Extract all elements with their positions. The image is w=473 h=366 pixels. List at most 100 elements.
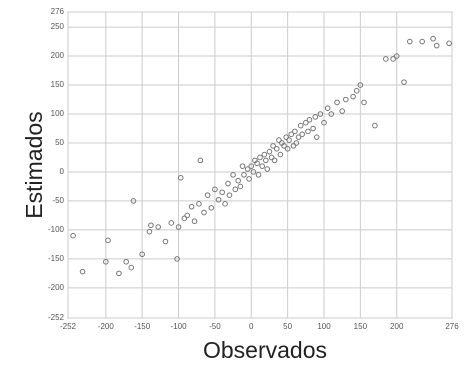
y-tick-label: -150 xyxy=(48,254,65,263)
point xyxy=(290,143,297,149)
point xyxy=(343,96,349,103)
point xyxy=(188,203,195,210)
point xyxy=(321,119,327,126)
point xyxy=(116,270,122,277)
point xyxy=(155,224,161,230)
point xyxy=(244,166,251,172)
point xyxy=(261,151,268,158)
point xyxy=(70,232,76,239)
point xyxy=(248,163,255,169)
point xyxy=(383,56,389,62)
point xyxy=(266,148,273,155)
point xyxy=(313,134,320,140)
point xyxy=(324,105,331,112)
x-tick-label: -252 xyxy=(60,322,77,331)
point xyxy=(128,264,135,271)
x-tick-label: 276 xyxy=(445,322,459,331)
point xyxy=(357,82,364,88)
x-tick-label: -50 xyxy=(209,322,221,331)
y-tick-label: -200 xyxy=(48,283,65,292)
y-tick-label: 150 xyxy=(51,80,65,89)
point xyxy=(292,128,298,135)
point xyxy=(105,237,111,244)
point xyxy=(146,228,153,235)
point xyxy=(259,163,265,169)
point xyxy=(168,220,175,226)
point xyxy=(310,125,316,132)
point xyxy=(390,56,396,62)
point xyxy=(288,131,295,138)
point xyxy=(139,251,145,258)
point xyxy=(237,183,244,190)
point xyxy=(226,192,233,198)
point xyxy=(283,134,289,140)
point xyxy=(299,131,305,138)
point xyxy=(430,35,436,42)
point xyxy=(235,177,241,184)
point xyxy=(268,154,275,161)
x-tick-label: 100 xyxy=(317,322,331,331)
point xyxy=(295,134,302,140)
y-tick-label: 200 xyxy=(51,51,65,60)
point xyxy=(372,122,378,129)
x-tick-label: 50 xyxy=(283,322,292,331)
point xyxy=(276,137,282,143)
point xyxy=(433,42,440,49)
point xyxy=(284,145,291,152)
point xyxy=(239,163,246,169)
point xyxy=(197,157,204,164)
point xyxy=(215,196,222,203)
point xyxy=(277,151,284,158)
point xyxy=(191,218,198,225)
point xyxy=(281,143,287,149)
point xyxy=(103,258,109,265)
x-axis-title: Observados xyxy=(203,337,327,363)
point xyxy=(181,215,188,222)
x-tick-label: 150 xyxy=(354,322,368,331)
point xyxy=(328,111,335,117)
y-tick-label: -252 xyxy=(48,313,65,322)
point xyxy=(79,268,86,275)
point xyxy=(219,189,225,196)
point xyxy=(204,192,211,198)
point xyxy=(401,79,407,85)
point xyxy=(232,186,239,193)
point xyxy=(222,201,228,207)
point xyxy=(297,122,304,129)
point xyxy=(350,93,356,100)
point xyxy=(353,88,360,94)
point xyxy=(263,157,269,164)
y-tick-label: 100 xyxy=(51,109,65,118)
x-tick-label: -100 xyxy=(171,322,188,331)
point xyxy=(130,198,137,204)
y-tick-label: 276 xyxy=(51,7,65,16)
point xyxy=(407,38,413,45)
y-tick-label: 50 xyxy=(55,138,64,147)
point xyxy=(312,114,319,120)
point xyxy=(270,143,276,149)
x-tick-label: 0 xyxy=(249,322,254,331)
point xyxy=(306,116,313,123)
point xyxy=(273,145,280,152)
point xyxy=(334,99,340,106)
point xyxy=(162,238,169,245)
x-tick-label: 200 xyxy=(390,322,404,331)
point xyxy=(177,174,184,181)
point xyxy=(361,99,367,106)
point xyxy=(393,53,400,59)
point xyxy=(264,166,271,172)
point xyxy=(246,176,252,182)
point xyxy=(196,201,202,207)
point xyxy=(225,180,231,187)
point xyxy=(208,205,215,211)
point xyxy=(212,186,218,193)
point xyxy=(303,119,309,126)
point xyxy=(175,224,182,230)
point xyxy=(241,172,247,178)
point xyxy=(293,140,300,146)
y-axis-title: Estimados xyxy=(21,111,47,218)
point xyxy=(250,169,257,175)
point xyxy=(446,40,452,47)
y-tick-label: -50 xyxy=(52,196,64,205)
point xyxy=(317,111,324,117)
